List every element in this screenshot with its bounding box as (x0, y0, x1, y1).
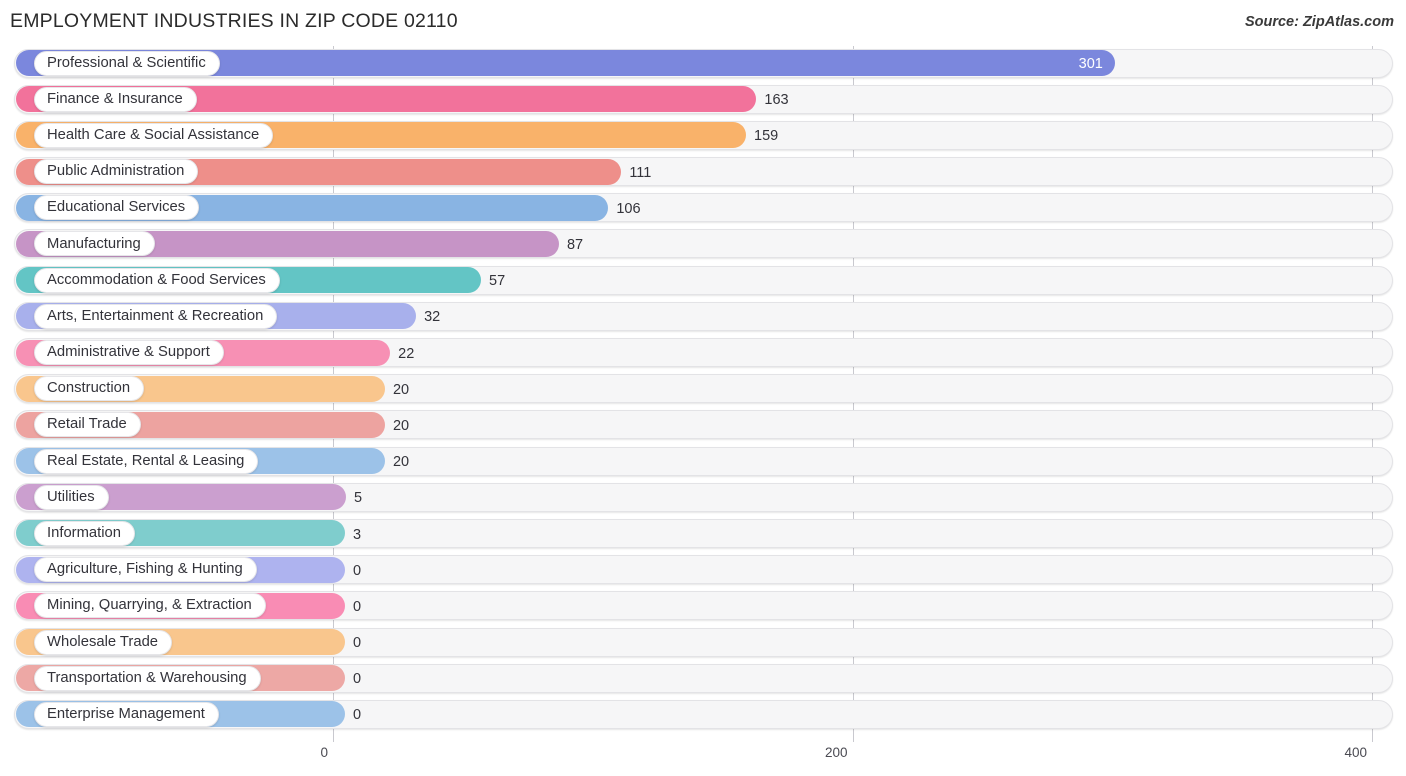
value-label: 87 (566, 237, 584, 254)
category-label-text: Public Administration (47, 163, 185, 180)
bar-row[interactable]: Real Estate, Rental & Leasing 20 (0, 444, 1406, 480)
category-label-text: Health Care & Social Assistance (47, 126, 260, 143)
category-label: Retail Trade (34, 412, 141, 438)
value-label: 301 (1078, 56, 1103, 73)
value-label: 111 (629, 164, 652, 181)
category-label: Public Administration (34, 159, 199, 185)
bar-row[interactable]: Administrative & Support 22 (0, 336, 1406, 372)
bar-row[interactable]: Manufacturing 87 (0, 227, 1406, 263)
category-label-text: Construction (47, 380, 131, 397)
category-label: Agriculture, Fishing & Hunting (34, 557, 257, 583)
category-label: Arts, Entertainment & Recreation (34, 303, 278, 329)
bar-row[interactable]: Utilities 5 (0, 480, 1406, 516)
category-label-text: Transportation & Warehousing (47, 669, 247, 686)
category-label: Enterprise Management (34, 701, 219, 727)
bar-row[interactable]: Accommodation & Food Services 57 (0, 263, 1406, 299)
value-label: 106 (616, 200, 641, 217)
category-label: Real Estate, Rental & Leasing (34, 448, 259, 474)
bar-row[interactable]: Information 3 (0, 516, 1406, 552)
chart-header: EMPLOYMENT INDUSTRIES IN ZIP CODE 02110 … (0, 0, 1406, 44)
category-label-text: Mining, Quarrying, & Extraction (47, 597, 252, 614)
value-label: 20 (392, 417, 410, 434)
category-label-text: Enterprise Management (47, 705, 205, 722)
value-label: 20 (392, 381, 410, 398)
bar-row[interactable]: Transportation & Warehousing 0 (0, 661, 1406, 697)
category-label: Mining, Quarrying, & Extraction (34, 593, 266, 619)
bar-row[interactable]: Arts, Entertainment & Recreation 32 (0, 299, 1406, 335)
bar-rows: Professional & Scientific 301 Finance & In… (0, 46, 1406, 734)
category-label-text: Arts, Entertainment & Recreation (47, 307, 264, 324)
source-attribution: Source: ZipAtlas.com (1244, 14, 1394, 30)
category-label-text: Agriculture, Fishing & Hunting (47, 561, 243, 578)
value-label: 0 (353, 562, 362, 579)
bar-row[interactable]: Health Care & Social Assistance 159 (0, 118, 1406, 154)
value-label: 20 (392, 454, 410, 471)
plot-area: Professional & Scientific 301 Finance & In… (0, 46, 1406, 742)
category-label-text: Retail Trade (47, 416, 127, 433)
value-label: 32 (424, 309, 441, 326)
category-label: Construction (34, 376, 145, 402)
bar-row[interactable]: Public Administration 111 (0, 155, 1406, 191)
bar-row[interactable]: Mining, Quarrying, & Extraction 0 (0, 589, 1406, 625)
category-label-text: Utilities (47, 488, 95, 505)
x-tick-label: 400 (1344, 745, 1367, 760)
category-label: Professional & Scientific (34, 50, 220, 76)
value-label: 3 (353, 526, 362, 543)
x-tick-label: 200 (824, 745, 848, 760)
category-label-text: Educational Services (47, 199, 186, 216)
bar-row[interactable]: Retail Trade 20 (0, 408, 1406, 444)
bar-row[interactable]: Enterprise Management 0 (0, 697, 1406, 733)
category-label: Health Care & Social Assistance (34, 122, 274, 148)
bar-row[interactable]: Finance & Insurance 163 (0, 82, 1406, 118)
x-tick-label: 0 (320, 745, 328, 760)
category-label: Finance & Insurance (34, 86, 197, 112)
bar-row[interactable]: Agriculture, Fishing & Hunting 0 (0, 553, 1406, 589)
category-label: Administrative & Support (34, 340, 224, 365)
bar-row[interactable]: Educational Services 106 (0, 191, 1406, 227)
category-label-text: Manufacturing (47, 235, 141, 252)
x-axis: 0 200 400 (0, 740, 1406, 776)
value-label: 0 (353, 635, 362, 652)
category-label: Information (34, 520, 136, 546)
value-label: 22 (398, 345, 415, 362)
category-label-text: Real Estate, Rental & Leasing (47, 452, 245, 469)
value-label: 163 (764, 92, 789, 109)
category-label-text: Administrative & Support (47, 344, 210, 361)
bar-row[interactable]: Professional & Scientific 301 (0, 46, 1406, 82)
value-label: 159 (754, 128, 779, 145)
value-label: 57 (489, 273, 506, 290)
category-label-text: Professional & Scientific (47, 54, 206, 71)
bar-row[interactable]: Construction 20 (0, 372, 1406, 408)
category-label: Manufacturing (34, 231, 155, 257)
page-title: EMPLOYMENT INDUSTRIES IN ZIP CODE 02110 (10, 10, 458, 32)
category-label: Transportation & Warehousing (34, 665, 261, 691)
category-label: Utilities (34, 484, 109, 510)
category-label-text: Information (47, 525, 122, 542)
value-label: 5 (353, 490, 363, 507)
value-label: 0 (353, 598, 362, 615)
value-label: 0 (353, 707, 362, 724)
category-label-text: Accommodation & Food Services (47, 271, 266, 288)
value-label: 0 (353, 671, 362, 688)
category-label-text: Wholesale Trade (47, 633, 159, 650)
bar-row[interactable]: Wholesale Trade 0 (0, 625, 1406, 661)
category-label: Accommodation & Food Services (34, 267, 280, 293)
category-label: Wholesale Trade (34, 629, 173, 655)
category-label-text: Finance & Insurance (47, 90, 183, 107)
category-label: Educational Services (34, 195, 200, 221)
